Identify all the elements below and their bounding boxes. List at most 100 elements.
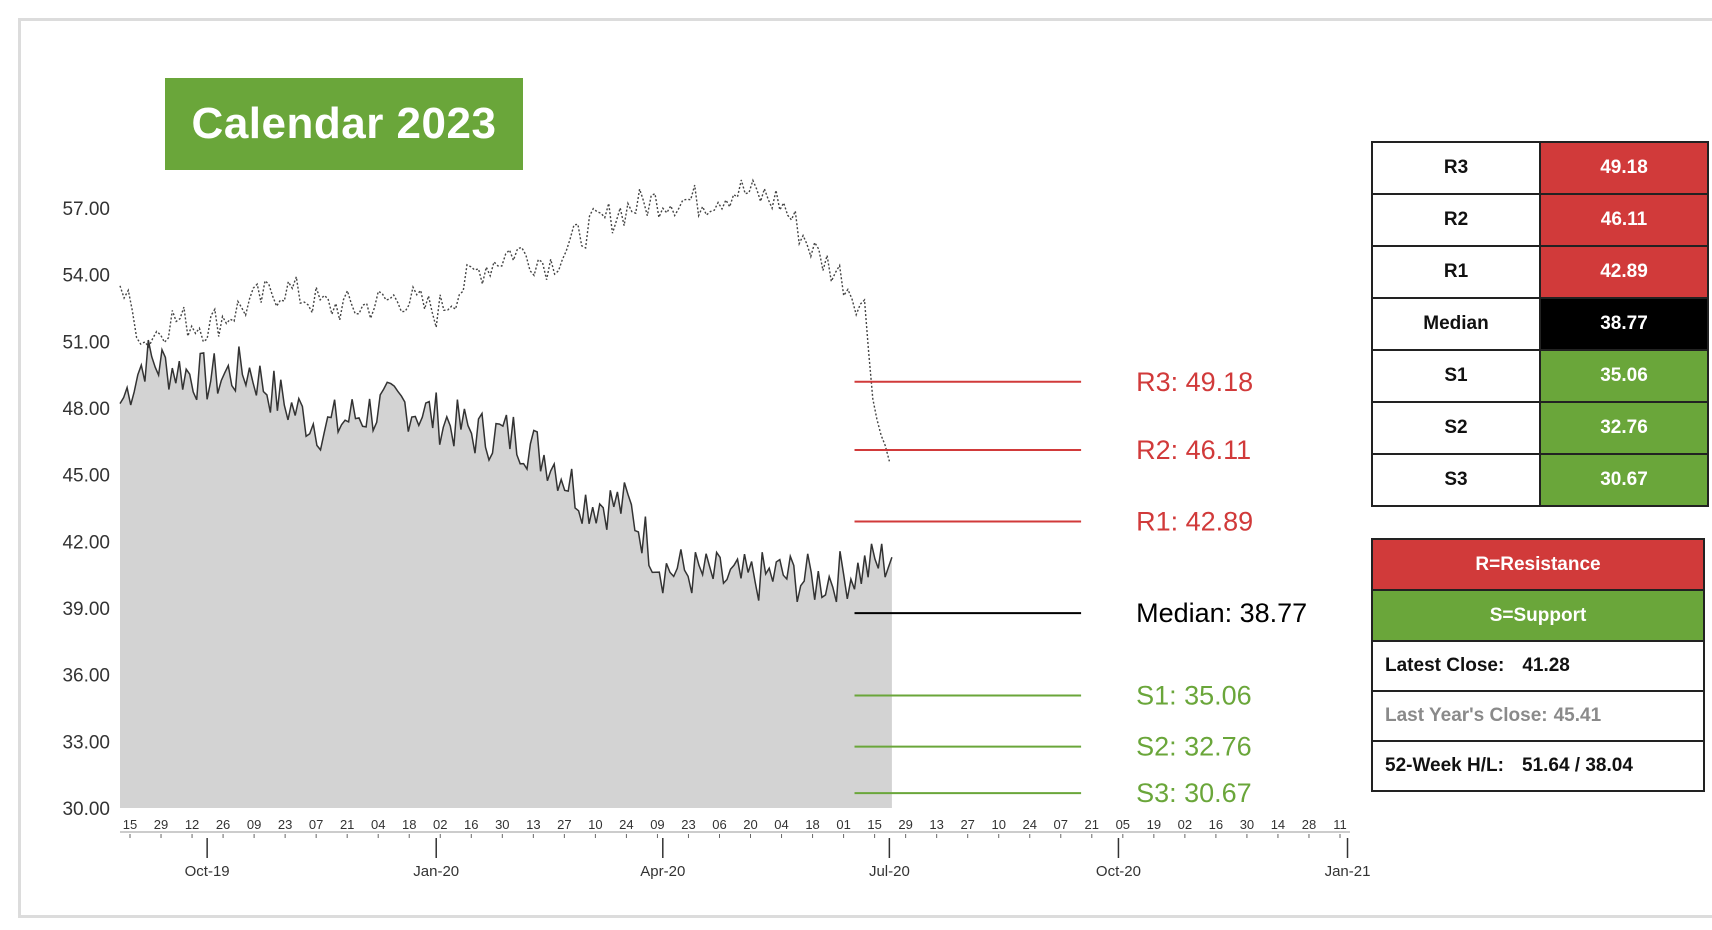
week52-row: 52-Week H/L: 51.64 / 38.04 <box>1373 742 1703 790</box>
week52-value: 51.64 / 38.04 <box>1521 755 1633 776</box>
x-minor-tick-label: 02 <box>1178 817 1192 832</box>
levels-row-s1: S1 35.06 <box>1371 349 1709 403</box>
support-legend: S=Support <box>1373 591 1703 642</box>
prior-year-line <box>119 178 891 462</box>
level-value-cell: 49.18 <box>1539 141 1709 195</box>
x-minor-tick-label: 23 <box>278 817 292 832</box>
prior-series-line <box>119 178 891 462</box>
level-label-resistance: R1: 42.89 <box>1136 507 1253 537</box>
level-name-cell: S3 <box>1371 453 1541 507</box>
x-minor-tick-label: 30 <box>495 817 509 832</box>
x-minor-tick-label: 04 <box>371 817 385 832</box>
week52-label: 52-Week H/L: <box>1385 755 1504 776</box>
y-tick-label: 54.00 <box>62 266 110 287</box>
latest-close-value: 41.28 <box>1522 655 1570 676</box>
levels-row-r3: R3 49.18 <box>1371 141 1709 195</box>
x-minor-tick-label: 27 <box>960 817 974 832</box>
x-major-tick-label: Oct-20 <box>1096 863 1141 880</box>
x-major-tick-label: Jul-20 <box>869 863 910 880</box>
x-minor-tick-label: 10 <box>588 817 602 832</box>
x-minor-tick-label: 15 <box>867 817 881 832</box>
x-minor-tick-label: 13 <box>929 817 943 832</box>
level-value-cell: 46.11 <box>1539 193 1709 247</box>
level-label-resistance: R3: 49.18 <box>1136 367 1253 397</box>
legend-box: R=Resistance S=Support Latest Close: 41.… <box>1371 538 1705 792</box>
x-minor-tick-label: 27 <box>557 817 571 832</box>
resistance-legend: R=Resistance <box>1373 540 1703 591</box>
x-minor-tick-label: 24 <box>619 817 633 832</box>
level-label-support: S1: 35.06 <box>1136 681 1252 711</box>
price-series-line <box>119 339 893 603</box>
x-minor-tick-label: 10 <box>991 817 1005 832</box>
levels-row-r1: R1 42.89 <box>1371 245 1709 299</box>
x-minor-tick-label: 04 <box>774 817 788 832</box>
x-minor-tick-label: 28 <box>1302 817 1316 832</box>
x-minor-tick-label: 05 <box>1116 817 1130 832</box>
x-minor-tick-label: 29 <box>154 817 168 832</box>
last-year-close-label: Last Year's Close: <box>1385 705 1548 726</box>
y-tick-label: 57.00 <box>62 199 110 220</box>
x-minor-tick-label: 09 <box>650 817 664 832</box>
latest-close-label: Latest Close: <box>1385 655 1505 676</box>
x-minor-tick-label: 30 <box>1240 817 1254 832</box>
x-minor-tick-label: 19 <box>1147 817 1161 832</box>
level-label-support: S3: 30.67 <box>1136 778 1252 808</box>
x-minor-tick-label: 13 <box>526 817 540 832</box>
x-minor-tick-label: 14 <box>1271 817 1285 832</box>
x-major-tick-label: Jan-21 <box>1325 863 1371 880</box>
y-tick-label: 45.00 <box>62 466 110 487</box>
levels-row-s3: S3 30.67 <box>1371 453 1709 507</box>
level-value-cell: 42.89 <box>1539 245 1709 299</box>
level-name-cell: R2 <box>1371 193 1541 247</box>
x-minor-tick-label: 18 <box>402 817 416 832</box>
level-label-resistance: R2: 46.11 <box>1136 435 1251 465</box>
last-year-close-value: 45.41 <box>1553 705 1602 726</box>
x-minor-tick-label: 29 <box>898 817 912 832</box>
x-minor-tick-label: 01 <box>836 817 850 832</box>
x-minor-tick-label: 21 <box>1085 817 1099 832</box>
x-axis: 15 29 12 26 09 23 07 21 04 18 02 16 30 13 27 10 24 09 23 06… <box>120 817 1370 880</box>
y-tick-label: 39.00 <box>62 599 110 620</box>
y-tick-label: 42.00 <box>62 532 110 553</box>
x-minor-tick-label: 07 <box>309 817 323 832</box>
level-label-support: S2: 32.76 <box>1136 732 1252 762</box>
latest-close-row: Latest Close: 41.28 <box>1373 642 1703 692</box>
pivot-levels: R3: 49.18 R2: 46.11 R1: 42.89 Median: 38.77… <box>854 367 1307 808</box>
x-minor-tick-label: 07 <box>1054 817 1068 832</box>
chart-title: Calendar 2023 <box>165 78 523 170</box>
y-axis: 57.00 54.00 51.00 48.00 45.00 42.00 39.00 36.00… <box>62 199 110 820</box>
y-tick-label: 30.00 <box>62 799 110 820</box>
price-area <box>120 340 892 808</box>
level-label-median: Median: 38.77 <box>1136 598 1307 628</box>
level-name-cell: Median <box>1371 297 1541 351</box>
last-year-close-row: Last Year's Close: 45.41 <box>1373 692 1703 742</box>
x-minor-tick-label: 23 <box>681 817 695 832</box>
price-line <box>119 339 893 603</box>
level-name-cell: S2 <box>1371 401 1541 455</box>
level-name-cell: R1 <box>1371 245 1541 299</box>
x-minor-tick-label: 26 <box>216 817 230 832</box>
level-value-cell: 32.76 <box>1539 401 1709 455</box>
x-major-tick-label: Jan-20 <box>413 863 459 880</box>
levels-row-median: Median 38.77 <box>1371 297 1709 351</box>
x-major-tick-label: Oct-19 <box>185 863 230 880</box>
chart-frame <box>18 18 1712 918</box>
level-name-cell: S1 <box>1371 349 1541 403</box>
levels-row-s2: S2 32.76 <box>1371 401 1709 455</box>
x-minor-tick-label: 16 <box>1209 817 1223 832</box>
level-name-cell: R3 <box>1371 141 1541 195</box>
x-minor-tick-label: 06 <box>712 817 726 832</box>
level-value-cell: 38.77 <box>1539 297 1709 351</box>
y-tick-label: 36.00 <box>62 666 110 687</box>
x-minor-tick-label: 24 <box>1023 817 1037 832</box>
x-minor-tick-label: 16 <box>464 817 478 832</box>
x-minor-tick-label: 09 <box>247 817 261 832</box>
level-value-cell: 30.67 <box>1539 453 1709 507</box>
y-tick-label: 51.00 <box>62 332 110 353</box>
y-tick-label: 48.00 <box>62 399 110 420</box>
x-minor-tick-label: 20 <box>743 817 757 832</box>
x-minor-tick-label: 21 <box>340 817 354 832</box>
x-minor-tick-label: 12 <box>185 817 199 832</box>
x-minor-tick-label: 18 <box>805 817 819 832</box>
